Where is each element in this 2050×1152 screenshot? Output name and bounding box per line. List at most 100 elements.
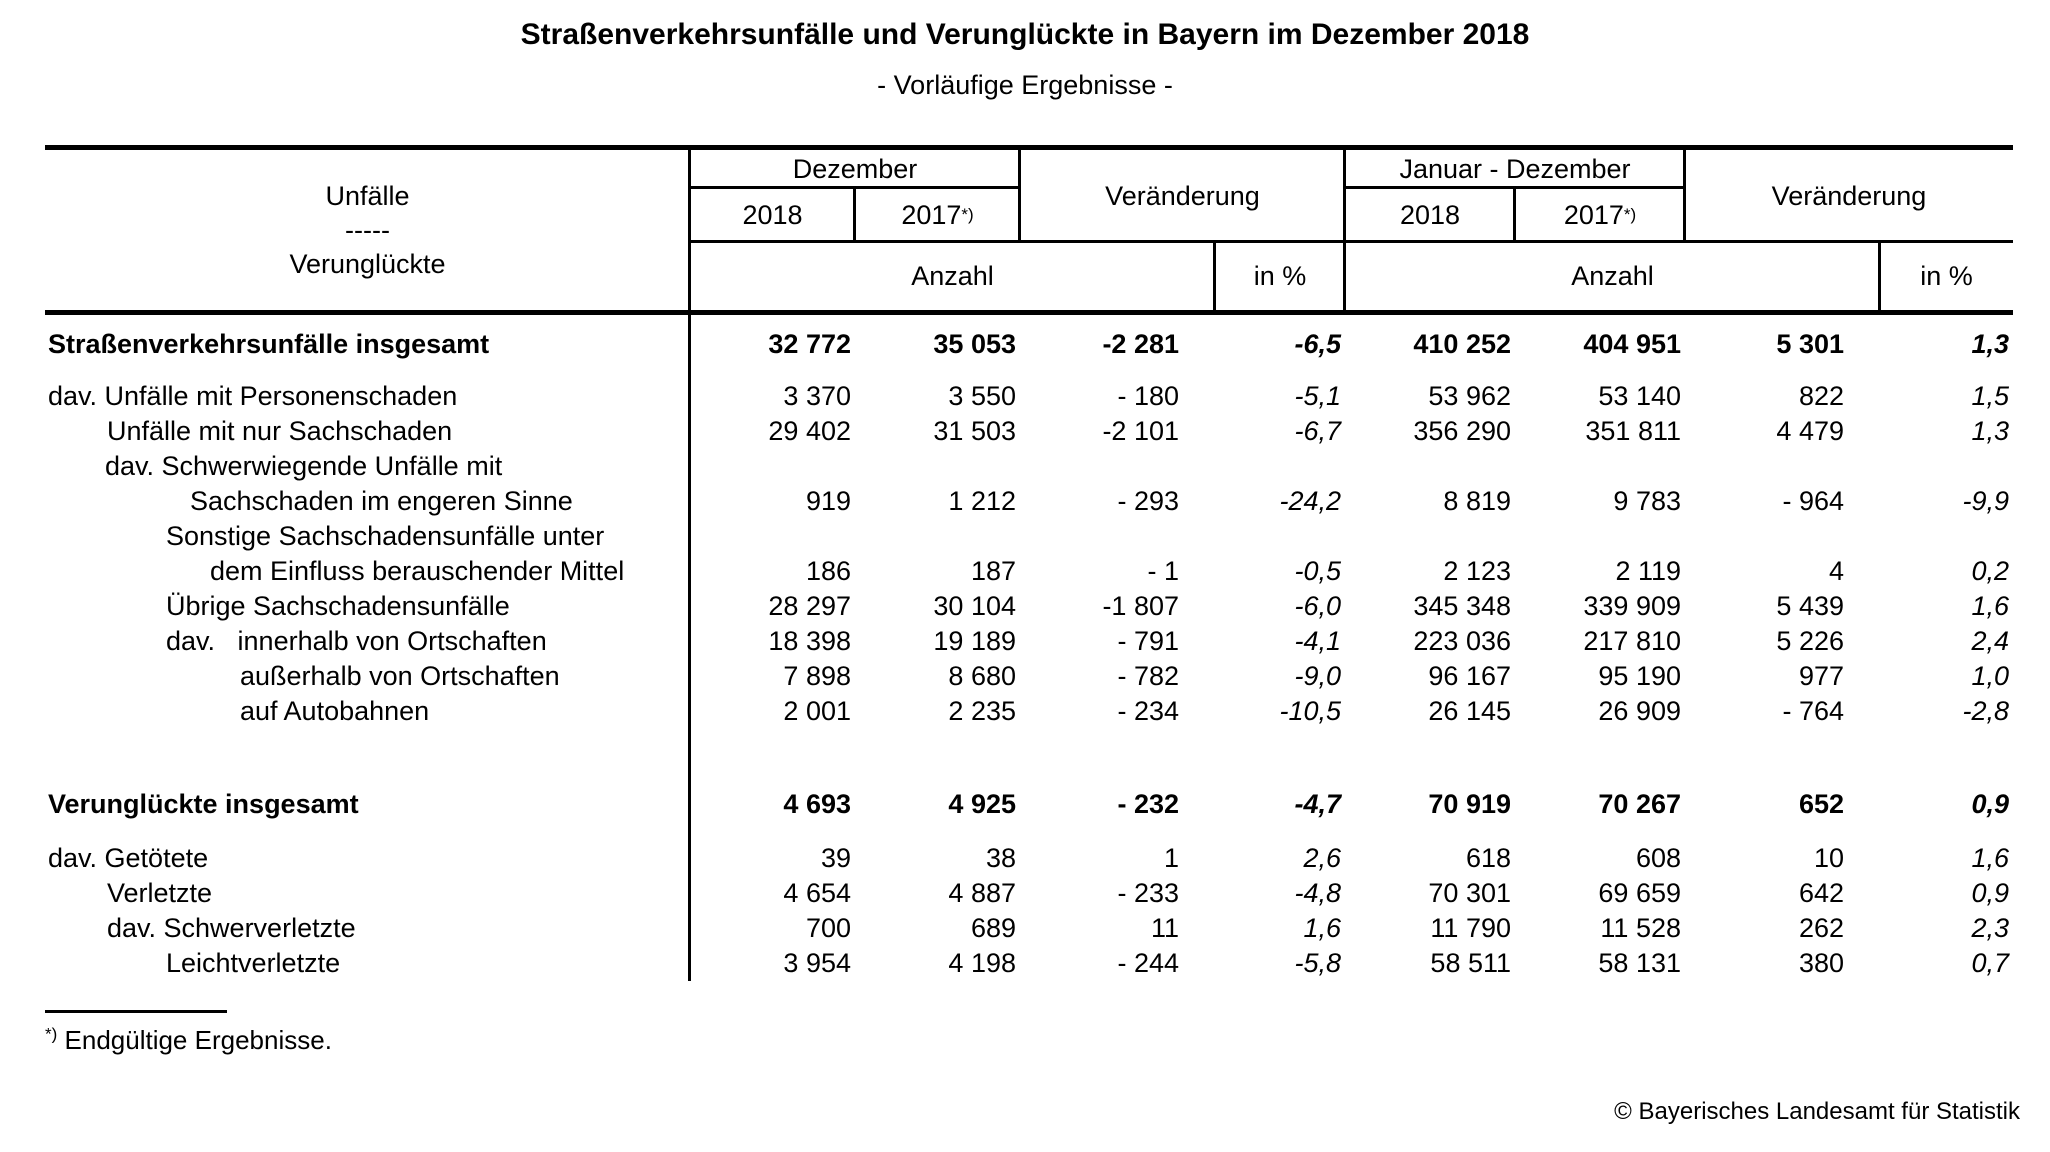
cell-jan-dez-veraenderung-anzahl: - 764 <box>1782 696 1844 726</box>
cell-jan-dez-veraenderung-anzahl: 4 479 <box>1776 416 1844 446</box>
table-row: Verunglückte insgesamt 4 693 4 925 - 232 -4,… <box>45 785 2013 823</box>
cell-jan-dez-veraenderung-prozent: 1,3 <box>1971 416 2009 446</box>
cell-jan-dez-veraenderung-anzahl: 4 <box>1828 556 1844 586</box>
cell-jan-dez-veraenderung-anzahl: 262 <box>1798 913 1844 943</box>
cell-jan-dez-veraenderung-anzahl: 642 <box>1798 878 1844 908</box>
cell-jan-dez-veraenderung-prozent: -2,8 <box>1962 696 2009 726</box>
grid-line-vertical <box>688 305 691 981</box>
cell-dezember-2017: 4 198 <box>948 948 1016 978</box>
row-spacer <box>45 823 2013 841</box>
cell-jan-dez-veraenderung-prozent: 1,0 <box>1971 661 2009 691</box>
cell-dezember-veraenderung-anzahl: - 293 <box>1117 486 1179 516</box>
cell-jan-dez-2017: 9 783 <box>1613 486 1681 516</box>
cell-dezember-2017: 38 <box>985 843 1016 873</box>
cell-jan-dez-veraenderung-anzahl <box>1685 519 1880 554</box>
row-label: Verunglückte insgesamt <box>48 789 359 819</box>
cell-dezember-veraenderung-prozent: -9,0 <box>1294 661 1341 691</box>
cell-jan-dez-2017: 339 909 <box>1583 591 1681 621</box>
cell-jan-dez-2018: 96 167 <box>1428 661 1511 691</box>
row-label: Leichtverletzte <box>166 948 341 978</box>
cell-jan-dez-veraenderung-anzahl: 5 226 <box>1776 626 1844 656</box>
cell-dezember-2018: 3 954 <box>783 948 851 978</box>
cell-jan-dez-2018: 70 301 <box>1428 878 1511 908</box>
cell-jan-dez-2018: 58 511 <box>1430 948 1511 978</box>
grid-line-horizontal <box>690 186 1020 189</box>
cell-dezember-veraenderung-prozent: -6,5 <box>1294 329 1341 359</box>
cell-dezember-2018 <box>690 449 855 484</box>
cell-dezember-veraenderung-anzahl: 11 <box>1150 913 1179 943</box>
cell-dezember-2017 <box>855 449 1020 484</box>
cell-dezember-veraenderung-anzahl: - 233 <box>1117 878 1179 908</box>
cell-dezember-2018: 2 001 <box>783 696 851 726</box>
cell-dezember-veraenderung-anzahl: - 1 <box>1147 556 1179 586</box>
cell-dezember-veraenderung-prozent: -6,7 <box>1294 416 1341 446</box>
cell-jan-dez-veraenderung-prozent: 1,6 <box>1971 591 2009 621</box>
cell-jan-dez-2018: 618 <box>1465 843 1511 873</box>
table-row: dav. Getötete 39 38 1 2,6 618 608 10 1,6 <box>45 841 2013 876</box>
cell-dezember-veraenderung-anzahl: - 791 <box>1117 626 1179 656</box>
row-label: auf Autobahnen <box>240 696 430 726</box>
cell-jan-dez-veraenderung-anzahl: 10 <box>1813 843 1844 873</box>
row-spacer <box>45 305 2013 325</box>
grid-line-horizontal <box>1345 186 1685 189</box>
cell-dezember-2018: 3 370 <box>783 381 851 411</box>
column-header-jan-dez-2018: 2018 <box>1399 199 1461 230</box>
table-row: Straßenverkehrsunfälle insgesamt 32 772 35… <box>45 325 2013 363</box>
table-row: Sachschaden im engeren Sinne 919 1 212 - 29… <box>45 484 2013 519</box>
cell-jan-dez-veraenderung-prozent: -9,9 <box>1962 486 2009 516</box>
cell-dezember-veraenderung-prozent: -10,5 <box>1279 696 1341 726</box>
cell-dezember-2018: 186 <box>805 556 851 586</box>
cell-jan-dez-veraenderung-prozent: 2,4 <box>1971 626 2009 656</box>
table-row: außerhalb von Ortschaften 7 898 8 680 - 782… <box>45 659 2013 694</box>
row-spacer <box>45 729 2013 785</box>
cell-dezember-2017: 689 <box>970 913 1016 943</box>
footnote-rule <box>45 1010 227 1013</box>
cell-jan-dez-2018: 8 819 <box>1443 486 1511 516</box>
cell-jan-dez-2017: 53 140 <box>1598 381 1681 411</box>
cell-jan-dez-veraenderung-prozent: 0,9 <box>1971 789 2009 819</box>
grid-line-vertical <box>1513 188 1516 242</box>
grid-line-vertical <box>853 188 856 242</box>
cell-dezember-veraenderung-prozent: -24,2 <box>1279 486 1341 516</box>
grid-line-vertical <box>1343 150 1346 310</box>
cell-dezember-veraenderung-prozent: -6,0 <box>1294 591 1341 621</box>
cell-jan-dez-2017: 26 909 <box>1598 696 1681 726</box>
cell-dezember-veraenderung-anzahl: -2 101 <box>1102 416 1179 446</box>
group-header-veraenderung-jahr: Veränderung <box>1771 180 1927 211</box>
cell-jan-dez-2017: 70 267 <box>1598 789 1681 819</box>
table-row: auf Autobahnen 2 001 2 235 - 234 -10,5 26 145… <box>45 694 2013 729</box>
cell-jan-dez-veraenderung-anzahl: 380 <box>1798 948 1844 978</box>
cell-jan-dez-veraenderung-prozent <box>1880 519 2013 554</box>
cell-dezember-veraenderung-prozent: 2,6 <box>1303 843 1341 873</box>
cell-jan-dez-2018 <box>1345 449 1515 484</box>
cell-dezember-veraenderung-anzahl: -2 281 <box>1102 329 1179 359</box>
row-spacer <box>45 363 2013 379</box>
group-header-dezember: Dezember <box>792 153 918 184</box>
cell-dezember-2018: 28 297 <box>768 591 851 621</box>
cell-jan-dez-2018: 2 123 <box>1443 556 1511 586</box>
cell-dezember-veraenderung-prozent: -4,1 <box>1294 626 1341 656</box>
cell-dezember-veraenderung-anzahl: -1 807 <box>1102 591 1179 621</box>
footnote-marker: *) <box>45 1024 58 1044</box>
cell-dezember-veraenderung-prozent: -4,7 <box>1294 789 1341 819</box>
cell-dezember-veraenderung-anzahl: 1 <box>1163 843 1179 873</box>
cell-jan-dez-2017: 608 <box>1635 843 1681 873</box>
cell-dezember-veraenderung-prozent: 1,6 <box>1303 913 1341 943</box>
column-header-stub: Unfälle ----- Verunglückte <box>45 150 690 310</box>
cell-jan-dez-veraenderung-prozent: 1,6 <box>1971 843 2009 873</box>
cell-jan-dez-veraenderung-anzahl <box>1685 449 1880 484</box>
cell-dezember-2017: 35 053 <box>933 329 1016 359</box>
copyright-notice: © Bayerisches Landesamt für Statistik <box>1614 1098 2020 1125</box>
cell-dezember-veraenderung-prozent <box>1215 449 1345 484</box>
cell-dezember-veraenderung-prozent <box>1215 519 1345 554</box>
row-label: dav. Getötete <box>48 843 209 873</box>
cell-dezember-2017: 19 189 <box>933 626 1016 656</box>
cell-jan-dez-2018: 53 962 <box>1428 381 1511 411</box>
grid-line-vertical <box>1878 242 1881 310</box>
row-label: Sonstige Sachschadensunfälle unter <box>166 521 605 551</box>
grid-line-vertical <box>1213 242 1216 310</box>
row-label: Straßenverkehrsunfälle insgesamt <box>48 329 490 359</box>
table-row: dav. Unfälle mit Personenschaden 3 370 3 5… <box>45 379 2013 414</box>
cell-jan-dez-2017: 58 131 <box>1598 948 1681 978</box>
cell-dezember-2018: 919 <box>805 486 851 516</box>
